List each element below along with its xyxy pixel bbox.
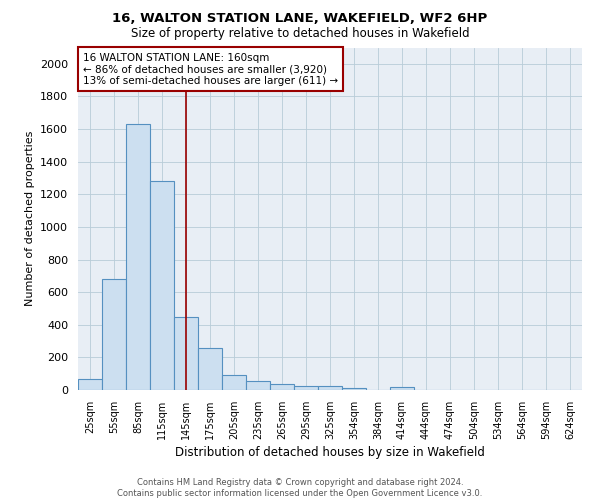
Text: 16 WALTON STATION LANE: 160sqm
← 86% of detached houses are smaller (3,920)
13% : 16 WALTON STATION LANE: 160sqm ← 86% of … [83, 52, 338, 86]
Text: Size of property relative to detached houses in Wakefield: Size of property relative to detached ho… [131, 28, 469, 40]
Text: 16, WALTON STATION LANE, WAKEFIELD, WF2 6HP: 16, WALTON STATION LANE, WAKEFIELD, WF2 … [112, 12, 488, 26]
Bar [222, 374, 246, 390]
Bar [246, 381, 270, 390]
Y-axis label: Number of detached properties: Number of detached properties [25, 131, 35, 306]
Bar [270, 384, 294, 390]
Bar [390, 386, 414, 390]
Bar [198, 348, 222, 390]
Text: Contains HM Land Registry data © Crown copyright and database right 2024.
Contai: Contains HM Land Registry data © Crown c… [118, 478, 482, 498]
Bar [174, 316, 198, 390]
Bar [126, 124, 150, 390]
Bar [318, 386, 342, 390]
Bar [342, 388, 366, 390]
Bar [78, 380, 102, 390]
Bar [294, 386, 318, 390]
X-axis label: Distribution of detached houses by size in Wakefield: Distribution of detached houses by size … [175, 446, 485, 459]
Bar [102, 279, 126, 390]
Bar [150, 181, 174, 390]
